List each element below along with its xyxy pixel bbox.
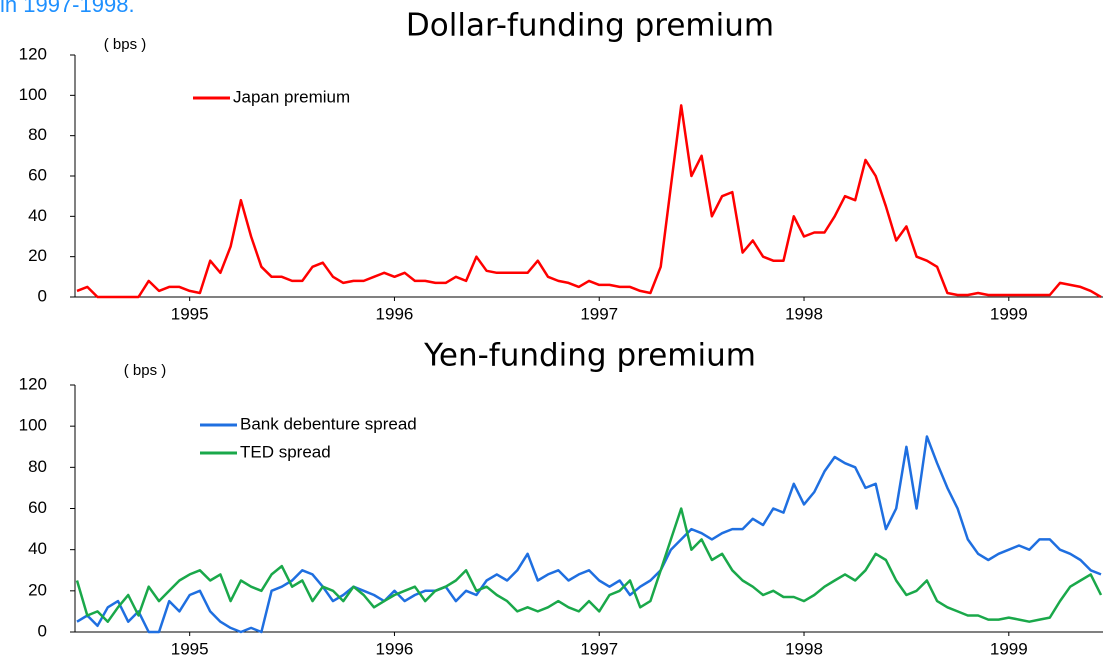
x-tick-label: 1996 — [376, 639, 414, 658]
x-tick-label: 1999 — [990, 304, 1028, 323]
x-tick-label: 1997 — [580, 639, 618, 658]
series-line — [75, 507, 1103, 623]
header-text: in 1997-1998. — [0, 0, 135, 17]
x-tick-label: 1995 — [171, 304, 209, 323]
chart-title: Yen-funding premium — [423, 338, 756, 374]
y-tick-label: 0 — [38, 286, 47, 305]
y-tick-label: 20 — [28, 580, 47, 599]
y-tick-label: 100 — [19, 416, 47, 435]
y-tick-label: 80 — [28, 125, 47, 144]
y-tick-label: 100 — [19, 85, 47, 104]
x-tick-label: 1995 — [171, 639, 209, 658]
y-tick-label: 20 — [28, 246, 47, 265]
legend-label: Japan premium — [233, 87, 350, 106]
y-tick-label: 60 — [28, 498, 47, 517]
y-tick-label: 120 — [19, 374, 47, 393]
y-tick-label: 40 — [28, 206, 47, 225]
x-tick-label: 1998 — [785, 304, 823, 323]
y-axis-unit: ( bps ) — [104, 36, 147, 53]
chart-title: Dollar-funding premium — [406, 8, 774, 44]
y-axis-unit: ( bps ) — [124, 362, 167, 379]
series-line — [76, 435, 1102, 634]
x-tick-label: 1996 — [376, 304, 414, 323]
y-tick-label: 120 — [19, 44, 47, 63]
y-tick-label: 0 — [38, 621, 47, 640]
legend-label: Bank debenture spread — [240, 414, 417, 433]
legend-label: TED spread — [240, 442, 331, 461]
x-tick-label: 1998 — [785, 639, 823, 658]
series-line — [76, 104, 1102, 299]
y-tick-label: 40 — [28, 539, 47, 558]
x-tick-label: 1997 — [580, 304, 618, 323]
y-tick-label: 60 — [28, 165, 47, 184]
x-tick-label: 1999 — [990, 639, 1028, 658]
y-tick-label: 80 — [28, 457, 47, 476]
